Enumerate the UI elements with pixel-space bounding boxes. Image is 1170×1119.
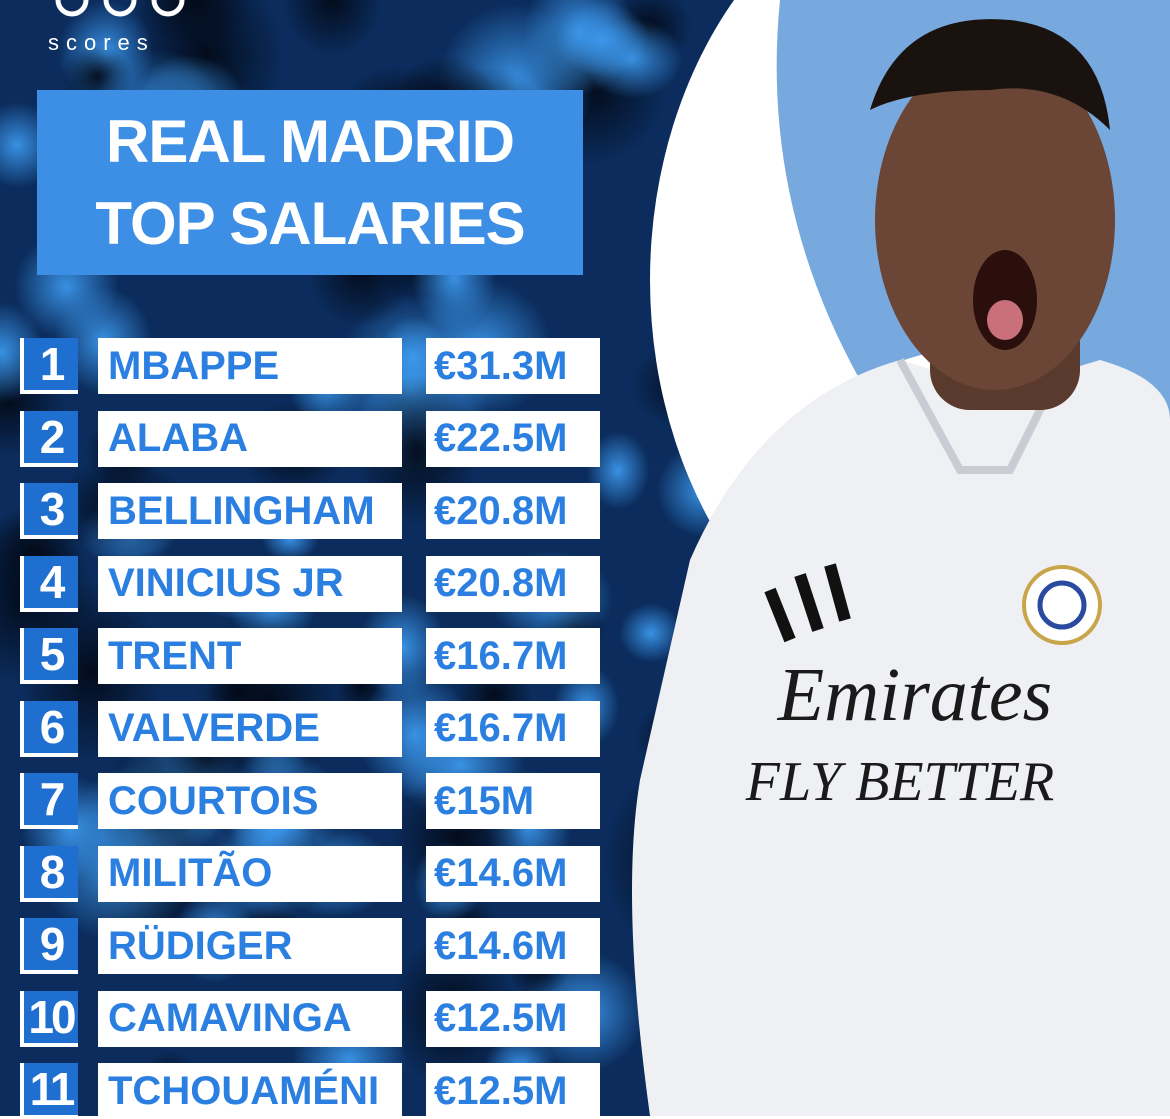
rank: 10 — [20, 990, 78, 1047]
rank: 4 — [20, 555, 78, 612]
salary: €16.7M — [426, 628, 600, 684]
player-name: COURTOIS — [98, 773, 402, 829]
shirt-slogan: FLY BETTER — [745, 751, 1055, 813]
player-name: MBAPPE — [98, 338, 402, 394]
player-name: TRENT — [98, 628, 402, 684]
title-line: TOP SALARIES — [95, 189, 525, 257]
salary: €15M — [426, 773, 600, 829]
rank: 2 — [20, 410, 78, 467]
player-name: RÜDIGER — [98, 918, 402, 974]
player-name: CAMAVINGA — [98, 990, 402, 1047]
rank: 5 — [20, 628, 78, 684]
title-line: REAL MADRID — [106, 107, 515, 175]
rank: 1 — [20, 338, 78, 394]
player-name: TCHOUAMÉNI — [98, 1063, 402, 1119]
player-name: ALABA — [98, 410, 402, 467]
salary: €20.8M — [426, 483, 600, 539]
player-name: VALVERDE — [98, 700, 402, 757]
salary: €16.7M — [426, 700, 600, 757]
salary: €20.8M — [426, 555, 600, 612]
player-name: BELLINGHAM — [98, 483, 402, 539]
salary: €14.6M — [426, 918, 600, 974]
salary: €14.6M — [426, 845, 600, 902]
rank: 8 — [20, 845, 78, 902]
jersey — [632, 360, 1170, 1116]
rank: 6 — [20, 700, 78, 757]
rank: 9 — [20, 918, 78, 974]
rank: 7 — [20, 773, 78, 829]
player-name: MILITÃO — [98, 845, 402, 902]
shirt-sponsor: Emirates — [777, 653, 1052, 737]
player-name: VINICIUS JR — [98, 555, 402, 612]
rank: 11 — [20, 1063, 78, 1119]
logo-text: scores — [48, 30, 155, 55]
head — [875, 50, 1115, 390]
salary: €12.5M — [426, 1063, 600, 1119]
rank: 3 — [20, 483, 78, 539]
salary: €31.3M — [426, 338, 600, 394]
logo-mark — [55, 0, 185, 17]
salary: €22.5M — [426, 410, 600, 467]
salary: €12.5M — [426, 990, 600, 1047]
title-box: REAL MADRID TOP SALARIES — [37, 90, 583, 275]
